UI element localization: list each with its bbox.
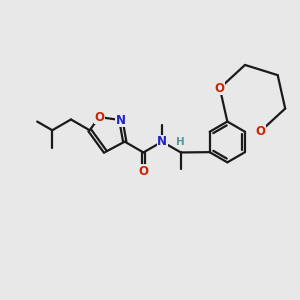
Text: N: N [157,135,167,148]
Text: N: N [116,114,126,127]
Text: O: O [215,82,225,94]
Text: O: O [94,111,104,124]
Text: H: H [176,137,184,147]
Text: O: O [138,165,148,178]
Text: O: O [255,125,265,138]
